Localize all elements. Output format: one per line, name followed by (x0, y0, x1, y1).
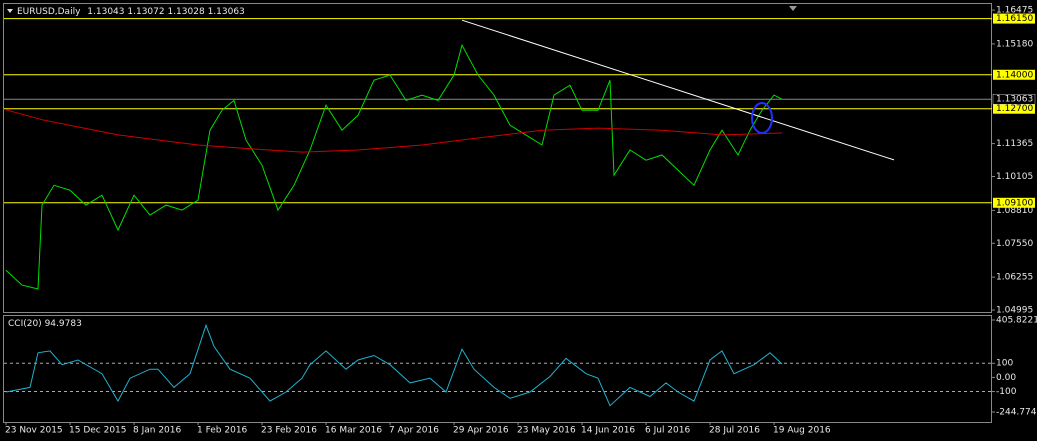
level-label-box (993, 197, 1035, 208)
level-label: 1.14000 (996, 70, 1033, 80)
header: EURUSD,Daily 1.13043 1.13072 1.13028 1.1… (17, 7, 245, 17)
y-tick-label: 100 (996, 359, 1013, 369)
x-tick-label: 14 Jun 2016 (581, 426, 635, 436)
menu-arrow[interactable] (7, 9, 13, 13)
level-label-box (993, 69, 1035, 80)
x-tick-label: 28 Jul 2016 (709, 426, 760, 436)
y-tick-label: 1.08810 (996, 206, 1033, 216)
x-tick-label: 6 Jul 2016 (645, 426, 690, 436)
y-tick-label: 405.8221 (996, 316, 1037, 326)
x-tick-label: 8 Jan 2016 (133, 426, 181, 436)
y-tick-label: 1.16475 (996, 6, 1033, 16)
y-tick-label: -100 (996, 387, 1017, 397)
series-line (5, 109, 783, 153)
shift-marker (789, 6, 797, 11)
highlight-ellipse (751, 102, 773, 134)
level-label: 1.09100 (996, 198, 1033, 208)
current-price-label: 1.13063 (996, 95, 1033, 105)
level-label-box (993, 13, 1035, 24)
series-line (461, 19, 895, 161)
close: 1.13063 (208, 7, 245, 17)
y-tick-label: 1.04995 (996, 306, 1033, 316)
cci-value: 94.9783 (45, 319, 82, 329)
price-panel (3, 3, 992, 313)
cci-name: CCI(20) (8, 319, 42, 329)
x-tick-label: 1 Feb 2016 (197, 426, 248, 436)
low: 1.13028 (167, 7, 204, 17)
x-tick-label: 16 Mar 2016 (325, 426, 382, 436)
level-label-box (993, 103, 1035, 114)
series-line (5, 323, 783, 407)
level-label: 1.16150 (996, 14, 1033, 24)
cci-header: CCI(20) 94.9783 (8, 319, 82, 329)
x-tick-label: 23 Feb 2016 (261, 426, 317, 436)
y-tick-label: 1.11365 (996, 139, 1033, 149)
x-tick-label: 23 May 2016 (517, 426, 576, 436)
high: 1.13072 (127, 7, 164, 17)
x-tick-label: 7 Apr 2016 (389, 426, 439, 436)
x-tick-label: 29 Apr 2016 (453, 426, 509, 436)
x-tick-label: 19 Aug 2016 (773, 426, 831, 436)
y-tick-label: 1.15180 (996, 39, 1033, 49)
x-tick-label: 23 Nov 2015 (5, 426, 63, 436)
cci-panel (3, 315, 992, 423)
level-label: 1.12700 (996, 104, 1033, 114)
y-tick-label: 1.06255 (996, 273, 1033, 283)
x-tick-label: 15 Dec 2015 (69, 426, 127, 436)
open: 1.13043 (87, 7, 124, 17)
y-tick-label: 0.00 (996, 373, 1016, 383)
current-price-box (992, 93, 1036, 105)
y-tick-label: 1.10105 (996, 172, 1033, 182)
symbol: EURUSD,Daily (17, 7, 81, 17)
series-line (5, 43, 783, 290)
y-tick-label: 1.07550 (996, 239, 1033, 249)
